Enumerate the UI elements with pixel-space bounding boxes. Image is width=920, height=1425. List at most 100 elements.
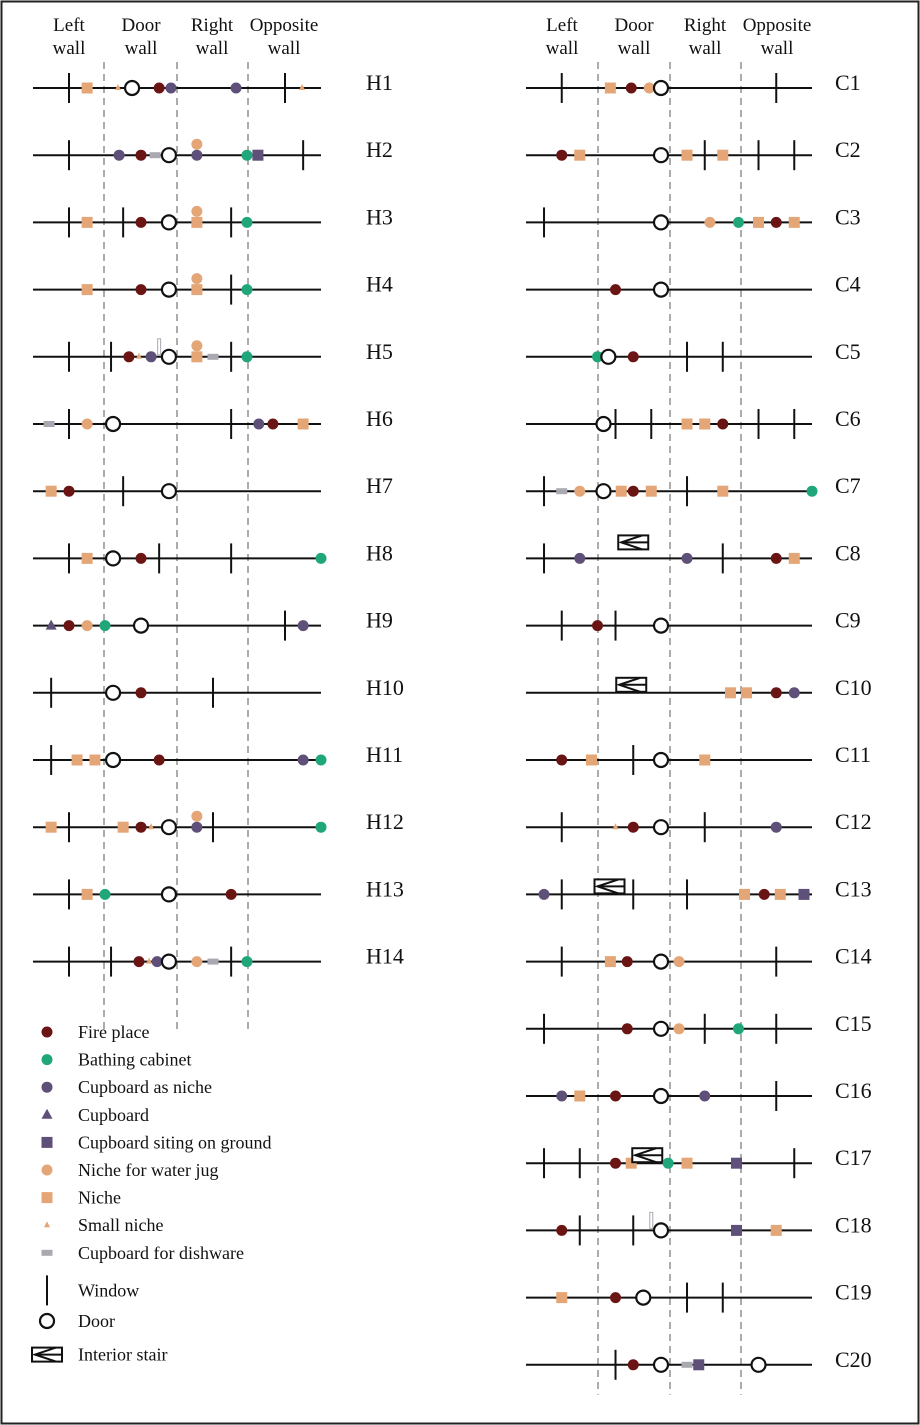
legend-label: Interior stair (78, 1345, 167, 1365)
row-label: C3 (835, 204, 861, 229)
plan-row-h13: H13 (33, 876, 404, 910)
row-label: H8 (366, 540, 393, 565)
niche-mark (45, 821, 57, 833)
row-diagrams: H1 H2 H3 H4 H5 H6 H7 H8 H9 H10 H11 H12 H13 H14 C1 C2 C3 C… (33, 70, 872, 1380)
stair-mark (593, 878, 626, 895)
door-mark (652, 147, 670, 164)
legend-item-small-niche: Small niche (44, 1215, 163, 1235)
niche-mark (574, 1090, 586, 1102)
fireplace-mark (621, 1023, 633, 1035)
niche-mark (81, 552, 93, 564)
row-label: C20 (835, 1347, 872, 1372)
small-niche-mark (612, 823, 619, 830)
fireplace-mark (610, 1157, 622, 1169)
fireplace-mark (135, 216, 147, 228)
door-mark (595, 483, 612, 500)
column-header-line: Door (121, 15, 161, 36)
niche-jug-mark (704, 216, 716, 228)
fireplace-mark (627, 1359, 639, 1371)
bathing-mark (241, 956, 253, 968)
niche-mark (191, 351, 203, 363)
plan-row-h3: H3 (33, 204, 393, 238)
niche-mark (615, 485, 627, 497)
fireplace-mark (770, 687, 782, 699)
column-header-line: wall (125, 38, 158, 59)
row-label: C2 (835, 137, 861, 162)
dishware-mark (207, 958, 219, 965)
dishware-v-mark (649, 1211, 654, 1229)
niche-mark (699, 754, 711, 766)
door-mark (160, 886, 178, 903)
row-label: H9 (366, 608, 393, 633)
dishware-mark (149, 152, 161, 159)
bathing-mark (99, 620, 111, 632)
row-label: C18 (835, 1212, 872, 1237)
bathing-mark (241, 351, 253, 363)
fireplace-mark (627, 821, 639, 833)
niche-mark (788, 216, 800, 228)
cupboard-niche-mark (151, 956, 163, 968)
column-header-line: Left (546, 15, 578, 36)
niche-jug-mark (191, 273, 203, 285)
legend-item-stair: Interior stair (31, 1345, 167, 1365)
door-mark (652, 1087, 670, 1105)
row-label: C19 (835, 1280, 872, 1305)
row-label: H2 (366, 137, 393, 162)
plan-row-h1: H1 (33, 70, 393, 103)
fireplace-mark (63, 485, 75, 497)
cupboard-niche-mark (681, 552, 693, 564)
cupboard-niche-icon (41, 1081, 53, 1093)
dishware-v-mark (157, 338, 162, 356)
bathing-mark (315, 552, 327, 564)
door-mark (123, 79, 141, 97)
cupboard-mark (45, 619, 57, 630)
plan-row-h2: H2 (33, 137, 393, 171)
plan-row-c15: C15 (526, 1011, 872, 1044)
cupboard-ground-mark (798, 888, 810, 900)
fireplace-mark (133, 956, 145, 968)
bathing-mark (241, 216, 253, 228)
plan-row-c5: C5 (526, 339, 861, 372)
small-niche-mark (146, 957, 153, 964)
niche-mark (724, 687, 736, 699)
bathing-mark (732, 216, 744, 228)
row-label: C17 (835, 1145, 872, 1170)
fireplace-mark (267, 418, 279, 430)
stair-mark (631, 1147, 664, 1164)
niche-mark (681, 1157, 693, 1169)
small-niche-mark (148, 823, 155, 830)
legend-label: Cupboard (78, 1105, 149, 1125)
legend-item-cupboard-niche: Cupboard as niche (41, 1077, 212, 1097)
door-mark (160, 281, 178, 298)
legend-item-niche: Niche (41, 1188, 121, 1208)
row-label: H6 (366, 406, 393, 431)
plan-row-h10: H10 (33, 675, 404, 708)
plan-row-c3: C3 (526, 204, 861, 238)
cupboard-ground-mark (730, 1224, 742, 1236)
niche-mark (81, 216, 93, 228)
bathing-mark (806, 485, 818, 497)
fireplace-mark (556, 149, 568, 161)
small-niche-mark (298, 84, 305, 90)
plan-row-h12: H12 (33, 809, 404, 843)
fireplace-mark (556, 754, 568, 766)
column-header-line: Opposite (743, 15, 812, 36)
plan-row-c19: C19 (526, 1280, 872, 1313)
cupboard-niche-mark (113, 149, 125, 161)
niche-jug-icon (41, 1164, 53, 1176)
plan-row-h7: H7 (33, 473, 393, 507)
row-label: H3 (366, 204, 393, 229)
row-label: H7 (366, 473, 393, 498)
plan-row-c6: C6 (526, 406, 861, 439)
fireplace-mark (627, 485, 639, 497)
door-mark (652, 281, 670, 298)
fireplace-mark (610, 1090, 622, 1102)
niche-mark (681, 418, 693, 430)
fireplace-mark (556, 1224, 568, 1236)
fireplace-mark (135, 821, 147, 833)
column-header-line: wall (53, 38, 86, 59)
row-label: H13 (366, 876, 404, 901)
cupboard-niche-mark (253, 418, 265, 430)
legend-label: Cupboard for dishware (78, 1243, 244, 1263)
